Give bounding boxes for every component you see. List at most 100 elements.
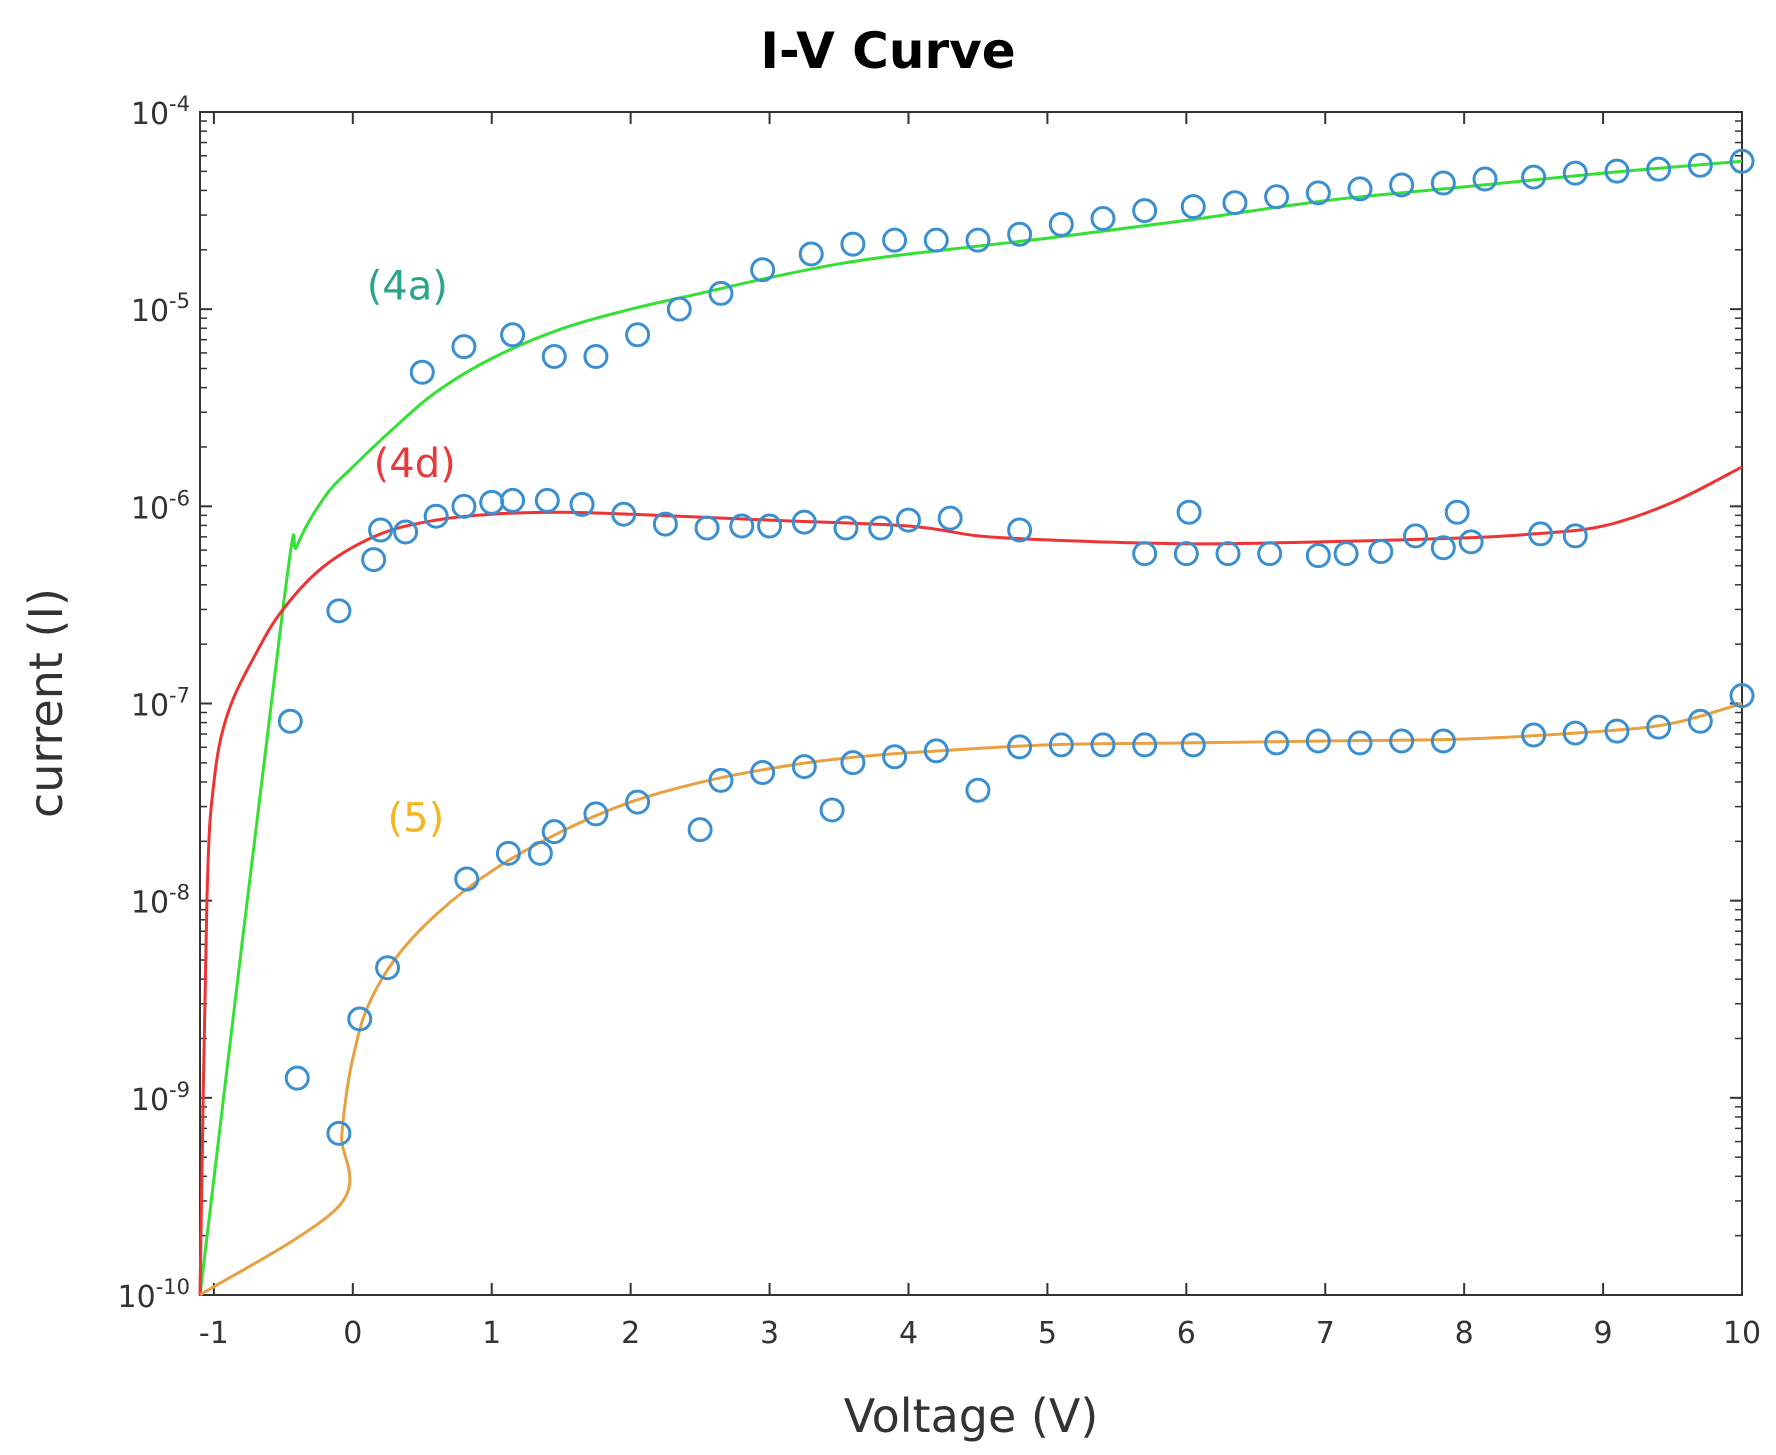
- y-tick-base: 10: [118, 1280, 156, 1315]
- data-point-5: [1729, 683, 1755, 709]
- data-point-5: [1562, 720, 1588, 746]
- data-point-4d: [1132, 541, 1158, 567]
- data-point-4a: [500, 322, 526, 348]
- plot-frame: [199, 111, 1743, 1296]
- data-point-4a: [1007, 221, 1033, 247]
- data-point-4a: [1389, 172, 1415, 198]
- data-points: [277, 148, 1755, 1146]
- y-tick-label: 10-9: [131, 1078, 190, 1118]
- curve-label-4d: (4d): [374, 441, 456, 487]
- data-point-5: [1305, 728, 1331, 754]
- data-point-4a: [1521, 164, 1547, 190]
- data-point-5: [1090, 732, 1116, 758]
- x-tick-label: 2: [621, 1316, 640, 1351]
- data-point-4a: [1729, 148, 1755, 174]
- data-point-4a: [1646, 156, 1672, 182]
- data-point-5: [882, 744, 908, 770]
- data-point-4d: [1007, 517, 1033, 543]
- data-point-5: [284, 1065, 310, 1091]
- data-point-5: [1389, 728, 1415, 754]
- data-point-4a: [1430, 170, 1456, 196]
- data-point-5: [326, 1120, 352, 1146]
- y-tick-label: 10-6: [131, 486, 190, 526]
- data-point-4d: [361, 547, 387, 573]
- data-point-5: [454, 866, 480, 892]
- data-point-5: [1430, 728, 1456, 754]
- data-point-5: [687, 817, 713, 843]
- data-point-4a: [923, 227, 949, 253]
- x-tick-label: 5: [1038, 1316, 1057, 1351]
- data-point-4d: [451, 493, 477, 519]
- curve-label-4a: (4a): [367, 263, 448, 309]
- data-point-4a: [708, 280, 734, 306]
- x-tick-label: 4: [899, 1316, 918, 1351]
- x-tick-label: -1: [199, 1316, 229, 1351]
- data-point-4d: [368, 517, 394, 543]
- y-tick-label: 10-4: [131, 92, 190, 132]
- y-tick-exponent: -8: [169, 881, 190, 905]
- data-point-4a: [451, 334, 477, 360]
- curve-labels: (4a) (4d) (5): [367, 263, 456, 841]
- data-point-4d: [1458, 529, 1484, 555]
- data-point-5: [527, 840, 553, 866]
- x-tick-label: 0: [343, 1316, 362, 1351]
- y-tick-label: 10-7: [131, 684, 190, 724]
- data-point-4d: [868, 515, 894, 541]
- data-point-4d: [1215, 541, 1241, 567]
- x-tick-label: 7: [1316, 1316, 1335, 1351]
- data-point-4a: [840, 231, 866, 257]
- data-point-5: [1007, 734, 1033, 760]
- x-axis-title: Voltage (V): [844, 1389, 1099, 1443]
- data-point-5: [495, 840, 521, 866]
- data-point-4d: [791, 509, 817, 535]
- data-point-4a: [625, 322, 651, 348]
- data-point-5: [1604, 718, 1630, 744]
- data-point-5: [1347, 730, 1373, 756]
- y-tick-base: 10: [131, 886, 169, 921]
- x-tick-label: 6: [1177, 1316, 1196, 1351]
- y-tick-exponent: -10: [156, 1275, 190, 1299]
- data-point-5: [375, 955, 401, 981]
- data-point-4a: [1090, 205, 1116, 231]
- y-tick-labels: 10-410-510-610-710-810-910-10: [118, 92, 191, 1315]
- y-tick-base: 10: [131, 1083, 169, 1118]
- data-point-4d: [729, 513, 755, 539]
- y-tick-exponent: -4: [169, 92, 190, 116]
- y-tick-label: 10-5: [131, 289, 190, 329]
- data-point-5: [1132, 732, 1158, 758]
- data-point-5: [1180, 732, 1206, 758]
- data-point-extra: [277, 708, 303, 734]
- x-tick-label: 10: [1723, 1316, 1761, 1351]
- data-point-4a: [583, 343, 609, 369]
- data-point-4d: [895, 507, 921, 533]
- y-tick-exponent: -9: [169, 1078, 190, 1102]
- x-tick-label: 9: [1594, 1316, 1613, 1351]
- data-point-4d: [1368, 539, 1394, 565]
- data-point-5: [840, 750, 866, 776]
- data-point-5: [791, 754, 817, 780]
- data-point-4d: [1403, 523, 1429, 549]
- curve-label-5: (5): [388, 796, 445, 842]
- y-tick-base: 10: [131, 294, 169, 329]
- data-point-4d: [1430, 535, 1456, 561]
- data-point-5: [708, 767, 734, 793]
- y-tick-label: 10-8: [131, 881, 190, 921]
- data-point-4d: [500, 487, 526, 513]
- data-point-4d: [652, 511, 678, 537]
- fit-curve-5: [199, 702, 1743, 1297]
- y-tick-exponent: -7: [169, 684, 190, 708]
- data-point-4d: [534, 487, 560, 513]
- data-point-4a: [1562, 160, 1588, 186]
- data-point-5: [1687, 708, 1713, 734]
- data-point-5: [1048, 732, 1074, 758]
- chart-title: I-V Curve: [760, 22, 1015, 80]
- data-point-4a: [1687, 152, 1713, 178]
- data-point-4a: [750, 257, 776, 283]
- data-point-4d: [1176, 499, 1202, 525]
- data-point-4a: [1048, 211, 1074, 237]
- data-point-4d: [757, 513, 783, 539]
- data-point-4a: [541, 343, 567, 369]
- y-tick-label: 10-10: [118, 1275, 191, 1315]
- y-tick-exponent: -5: [169, 289, 190, 313]
